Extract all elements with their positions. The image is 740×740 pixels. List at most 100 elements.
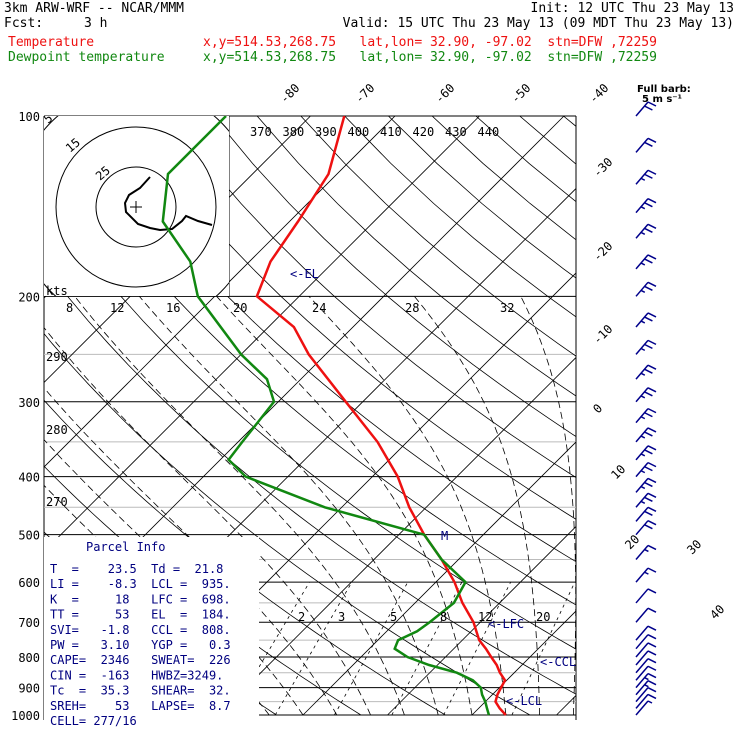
isotherm	[218, 356, 576, 716]
wind-barb	[635, 665, 657, 681]
wind-barb-flag	[647, 506, 657, 513]
theta-label: 420	[413, 125, 435, 139]
mixing-ratio-label: 2	[298, 610, 305, 624]
hodograph-speed-label: 28	[405, 301, 419, 315]
dry-adiabat	[651, 116, 740, 715]
level-marker: <-LCL	[506, 694, 542, 708]
pressure-label: 500	[18, 529, 40, 543]
wind-barb-flag	[644, 524, 653, 530]
wind-barb-staff	[635, 520, 649, 536]
theta-label: 390	[315, 125, 337, 139]
isotherm-label: -30	[590, 155, 615, 180]
wind-barb-flag	[647, 634, 657, 640]
dewpoint-legend: Dewpoint temperature	[8, 50, 165, 65]
hodograph-ring	[95, 166, 177, 248]
dry-adiabat	[81, 116, 576, 563]
wind-barb-half-flag	[640, 395, 646, 399]
theta-label: 440	[478, 125, 500, 139]
melting-level-marker: M	[441, 529, 448, 543]
theta-label: 380	[283, 125, 305, 139]
wind-barb-flag	[647, 672, 657, 679]
moist-adiabat	[607, 296, 624, 715]
wind-barb-staff	[635, 673, 649, 689]
wind-barb	[635, 445, 657, 461]
dry-adiabat	[344, 116, 576, 318]
dry-adiabat	[388, 116, 576, 279]
wind-barb-staff	[635, 665, 649, 681]
theta-label: 290	[46, 350, 68, 364]
wind-barb-flag	[644, 510, 653, 517]
mixing-ratio-label: 5	[390, 610, 397, 624]
forecast-hours: 3 h	[84, 16, 108, 31]
pressure-label: 700	[18, 616, 40, 630]
wind-barb-flag	[647, 101, 657, 107]
wind-barb-half-flag	[647, 700, 653, 704]
moist-adiabat	[138, 296, 439, 716]
wind-barb-flag	[647, 680, 657, 686]
level-marker: <-EL	[290, 267, 319, 281]
wind-barb-half-flag	[640, 453, 646, 457]
dry-adiabat	[519, 116, 576, 165]
wind-barb-half-flag	[640, 415, 646, 420]
wind-barb-half-flag	[640, 372, 646, 376]
hodograph-speed-label: 24	[312, 301, 326, 315]
dry-adiabat	[300, 116, 576, 357]
wind-barb	[635, 169, 657, 185]
parcel-info-box: Parcel Info T = 23.5 Td = 21.8LI = -8.3 L…	[44, 537, 259, 728]
parcel-info-row: CAPE= 2346 SWEAT= 226	[50, 653, 231, 667]
wind-barb-staff	[635, 477, 649, 493]
wind-barb	[635, 387, 657, 403]
isotherm-label: -70	[352, 81, 377, 106]
wind-barb	[635, 680, 657, 696]
wind-barb-flag	[644, 201, 653, 208]
isotherm	[641, 116, 740, 715]
forecast-label: Fcst:	[4, 16, 44, 31]
isotherm	[302, 441, 576, 716]
wind-barb-flag	[644, 105, 653, 111]
wind-barb-flag	[647, 312, 657, 318]
parcel-info-row: SREH= 53 LAPSE= 8.7	[50, 699, 231, 713]
theta-label: 370	[250, 125, 272, 139]
parcel-info-title: Parcel Info	[86, 540, 165, 554]
wind-barb	[635, 254, 657, 270]
mixing-ratio-line	[274, 581, 353, 716]
wind-barb-staff	[635, 137, 649, 153]
hodograph-speed-label: 16	[166, 301, 180, 315]
wind-barb-flag	[644, 227, 653, 233]
isotherm	[44, 116, 396, 468]
wind-barb	[635, 700, 653, 716]
wind-barb-staff	[635, 223, 649, 239]
wind-barb-flag	[647, 445, 657, 451]
wind-barb	[635, 607, 657, 623]
moist-adiabat	[520, 296, 576, 716]
wind-barb	[635, 658, 657, 674]
wind-barb-staff	[635, 567, 649, 583]
level-marker: <-CCL	[540, 655, 576, 669]
wind-barb-half-flag	[644, 548, 649, 553]
barb-title: Full barb:	[637, 84, 691, 95]
wind-barb-flag	[647, 197, 657, 204]
mixing-ratio-line	[334, 581, 409, 716]
pressure-label: 1000	[11, 709, 40, 723]
wind-barb-staff	[635, 312, 649, 328]
wind-barb-flag	[644, 465, 653, 472]
wind-barb	[635, 672, 657, 689]
wind-barb-flag	[647, 223, 657, 229]
parcel-info-row: CIN = -163 HWBZ=3249.	[50, 668, 223, 682]
wind-barb	[635, 137, 657, 153]
moist-adiabat	[414, 296, 540, 716]
wind-barb-flag	[644, 343, 653, 350]
pressure-label: 100	[18, 110, 40, 124]
wind-barb	[635, 567, 657, 583]
wind-barb-half-flag	[644, 684, 649, 688]
mixing-ratio-label: 12	[478, 610, 492, 624]
wind-barb	[635, 506, 657, 522]
dry-adiabat	[695, 116, 740, 715]
wind-barb	[635, 492, 657, 508]
wind-barb-flag	[644, 449, 653, 455]
hodograph-speed-label: 32	[500, 301, 514, 315]
wind-barb-staff	[635, 427, 649, 443]
parcel-info-row: K = 18 LFC = 698.	[50, 592, 231, 606]
hodograph-speed-label: 8	[66, 301, 73, 315]
